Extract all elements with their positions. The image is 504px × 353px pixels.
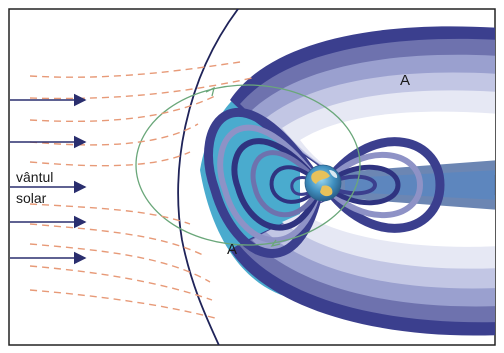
earth-globe-icon <box>304 164 342 202</box>
solar-wind-field-lines <box>29 61 253 319</box>
solar-wind-label-line1: vântul <box>16 169 54 185</box>
region-a-label-bottom: A <box>227 241 238 258</box>
region-a-label-top: A <box>400 72 411 89</box>
solar-wind-arrows <box>10 93 87 265</box>
nightside-field-lobes <box>321 137 445 233</box>
solar-wind-label-line2: solar <box>16 190 47 206</box>
dayside-field-lobes <box>204 108 325 258</box>
magnetotail-upper <box>230 26 495 175</box>
orbit-ring <box>135 84 361 246</box>
